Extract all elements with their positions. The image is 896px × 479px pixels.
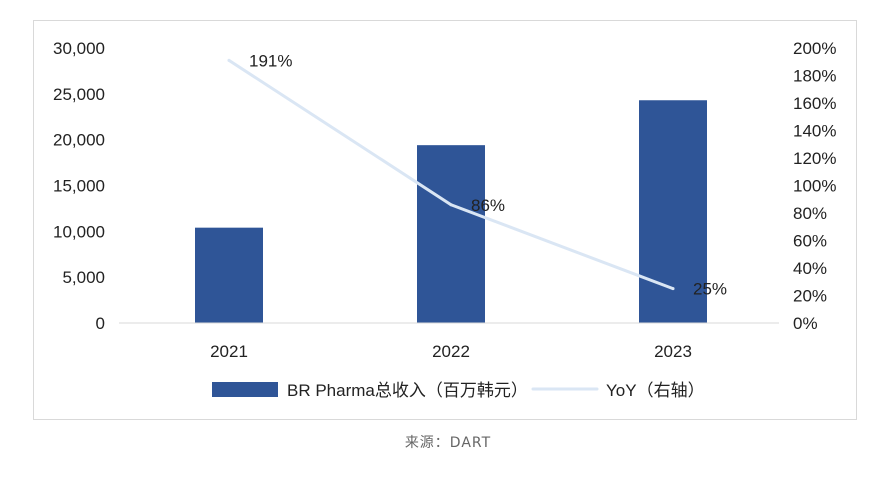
legend-label-bar: BR Pharma总收入（百万韩元） <box>287 381 528 400</box>
category-label: 2023 <box>654 342 692 361</box>
left-tick-label: 0 <box>96 314 105 333</box>
right-tick-label: 80% <box>793 204 827 223</box>
yoy-point <box>227 58 231 62</box>
yoy-point <box>449 203 453 207</box>
right-tick-label: 180% <box>793 67 836 86</box>
left-tick-label: 30,000 <box>53 39 105 58</box>
left-tick-label: 20,000 <box>53 131 105 150</box>
category-label: 2021 <box>210 342 248 361</box>
yoy-data-label: 191% <box>249 51 292 70</box>
right-tick-label: 20% <box>793 287 827 306</box>
right-tick-label: 200% <box>793 39 836 58</box>
right-tick-label: 120% <box>793 149 836 168</box>
category-label: 2022 <box>432 342 470 361</box>
right-tick-label: 0% <box>793 314 818 333</box>
right-tick-label: 60% <box>793 232 827 251</box>
bar <box>639 100 707 323</box>
legend-label-line: YoY（右轴） <box>606 381 705 400</box>
yoy-data-label: 86% <box>471 196 505 215</box>
legend-swatch-bar <box>212 382 278 397</box>
chart-svg: 0 5,000 10,000 15,000 20,000 25,000 30,000 0% 2… <box>53 39 836 400</box>
right-tick-label: 160% <box>793 94 836 113</box>
bar <box>195 227 263 323</box>
right-tick-label: 100% <box>793 177 836 196</box>
yoy-point <box>671 287 675 291</box>
source-note: 来源：DART <box>404 435 492 451</box>
chart-frame: 0 5,000 10,000 15,000 20,000 25,000 30,000 0% 2… <box>33 20 857 420</box>
left-tick-label: 5,000 <box>62 268 105 287</box>
left-tick-label: 25,000 <box>53 85 105 104</box>
right-tick-label: 40% <box>793 259 827 278</box>
right-tick-label: 140% <box>793 122 836 141</box>
left-tick-label: 15,000 <box>53 177 105 196</box>
bar <box>417 145 485 323</box>
left-tick-label: 10,000 <box>53 222 105 241</box>
yoy-data-label: 25% <box>693 280 727 299</box>
